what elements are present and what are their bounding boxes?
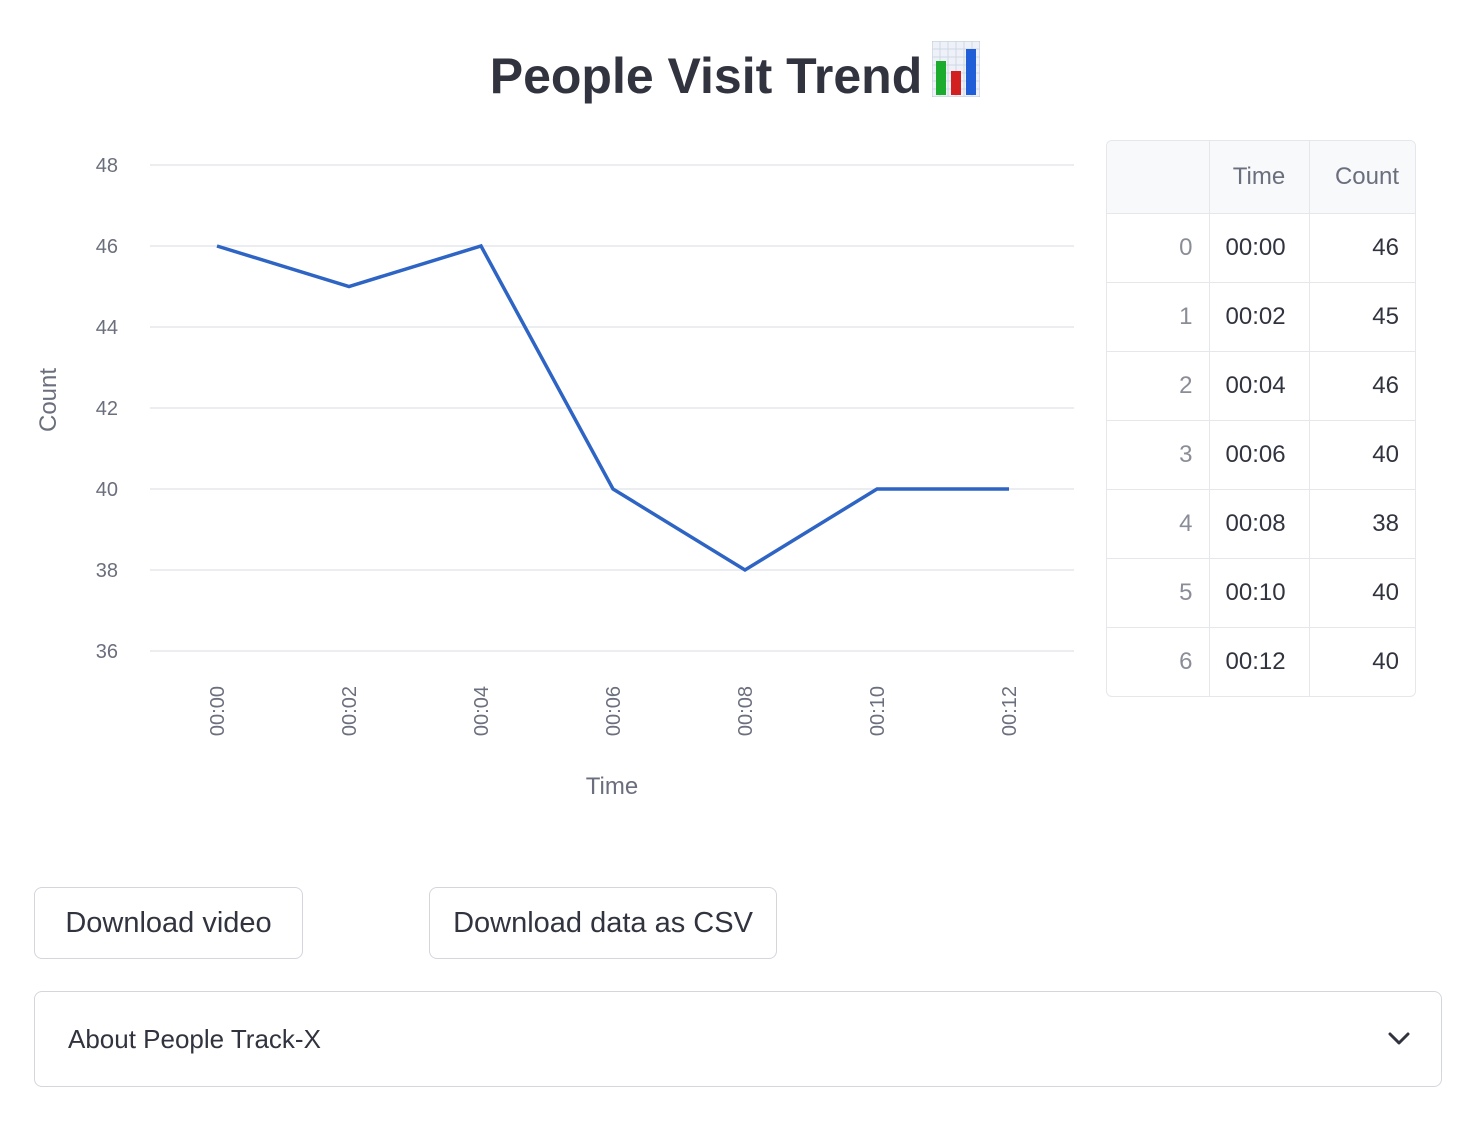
row-index: 4: [1107, 489, 1210, 559]
table-row: 4 00:08 38: [1107, 489, 1415, 559]
row-time: 00:10: [1209, 558, 1310, 628]
row-count: 38: [1309, 489, 1415, 559]
x-tick-label: 00:00: [207, 686, 229, 736]
line-chart: 36 38 40 42 44 46 48 00:00 00:02 00:04 00:06 00:08 0…: [35, 155, 1074, 800]
row-time: 00:00: [1209, 213, 1310, 283]
y-tick-label: 44: [96, 317, 118, 339]
data-table[interactable]: Time Count 0 00:00 46 1 00:02 45 2 00:04: [1106, 140, 1416, 697]
row-count: 40: [1372, 647, 1399, 675]
table-header-row: Time Count: [1107, 141, 1415, 214]
y-tick-label: 46: [96, 236, 118, 258]
page-title: People Visit Trend: [0, 36, 1470, 120]
x-axis-title: Time: [586, 773, 638, 800]
row-count: 46: [1309, 213, 1415, 283]
series-line: [216, 243, 1009, 573]
row-count: 46: [1309, 351, 1415, 421]
x-tick-label: 00:04: [471, 686, 493, 736]
x-tick-label: 00:06: [603, 686, 625, 736]
row-time: 00:08: [1209, 489, 1310, 559]
x-tick-label: 00:10: [867, 686, 889, 736]
table-header-time: Time: [1209, 141, 1310, 214]
row-index: 3: [1107, 420, 1210, 490]
row-index: 1: [1107, 282, 1210, 352]
y-tick-label: 40: [96, 479, 118, 501]
row-index: 0: [1107, 213, 1210, 283]
page-title-text: People Visit Trend: [489, 48, 923, 104]
table-row: 1 00:02 45: [1107, 282, 1415, 352]
y-tick-label: 36: [96, 641, 118, 663]
row-time: 00:06: [1209, 420, 1310, 490]
row-index: 5: [1107, 558, 1210, 628]
row-time: 00:02: [1209, 282, 1310, 352]
row-count: 40: [1309, 420, 1415, 490]
row-count: 45: [1309, 282, 1415, 352]
table-row: 0 00:00 46: [1107, 213, 1415, 283]
x-tick-label: 00:02: [339, 686, 361, 736]
about-expander[interactable]: About People Track-X: [34, 991, 1442, 1087]
table-row: 3 00:06 40: [1107, 420, 1415, 490]
row-index: 2: [1107, 351, 1210, 421]
bar-chart-emoji-icon: [931, 40, 981, 120]
table-row: 5 00:10 40: [1107, 558, 1415, 628]
x-tick-label: 00:08: [735, 686, 757, 736]
table-header-index: [1107, 141, 1210, 214]
table-row: 2 00:04 46: [1107, 351, 1415, 421]
table-header-count: Count: [1309, 141, 1415, 214]
row-time: 00:12: [1209, 627, 1310, 696]
row-index: 6: [1107, 627, 1210, 696]
expander-label: About People Track-X: [68, 1023, 321, 1054]
y-axis-title: Count: [35, 368, 62, 432]
table-row: 6 00:12 40: [1107, 627, 1415, 696]
x-tick-label: 00:12: [999, 686, 1021, 736]
y-tick-label: 42: [96, 398, 118, 420]
y-tick-label: 48: [96, 155, 118, 177]
chevron-down-icon[interactable]: [1385, 1025, 1413, 1053]
download-video-button[interactable]: Download video: [34, 887, 303, 959]
row-count: 40: [1309, 558, 1415, 628]
y-tick-label: 38: [96, 560, 118, 582]
row-time: 00:04: [1209, 351, 1310, 421]
download-csv-button[interactable]: Download data as CSV: [429, 887, 777, 959]
